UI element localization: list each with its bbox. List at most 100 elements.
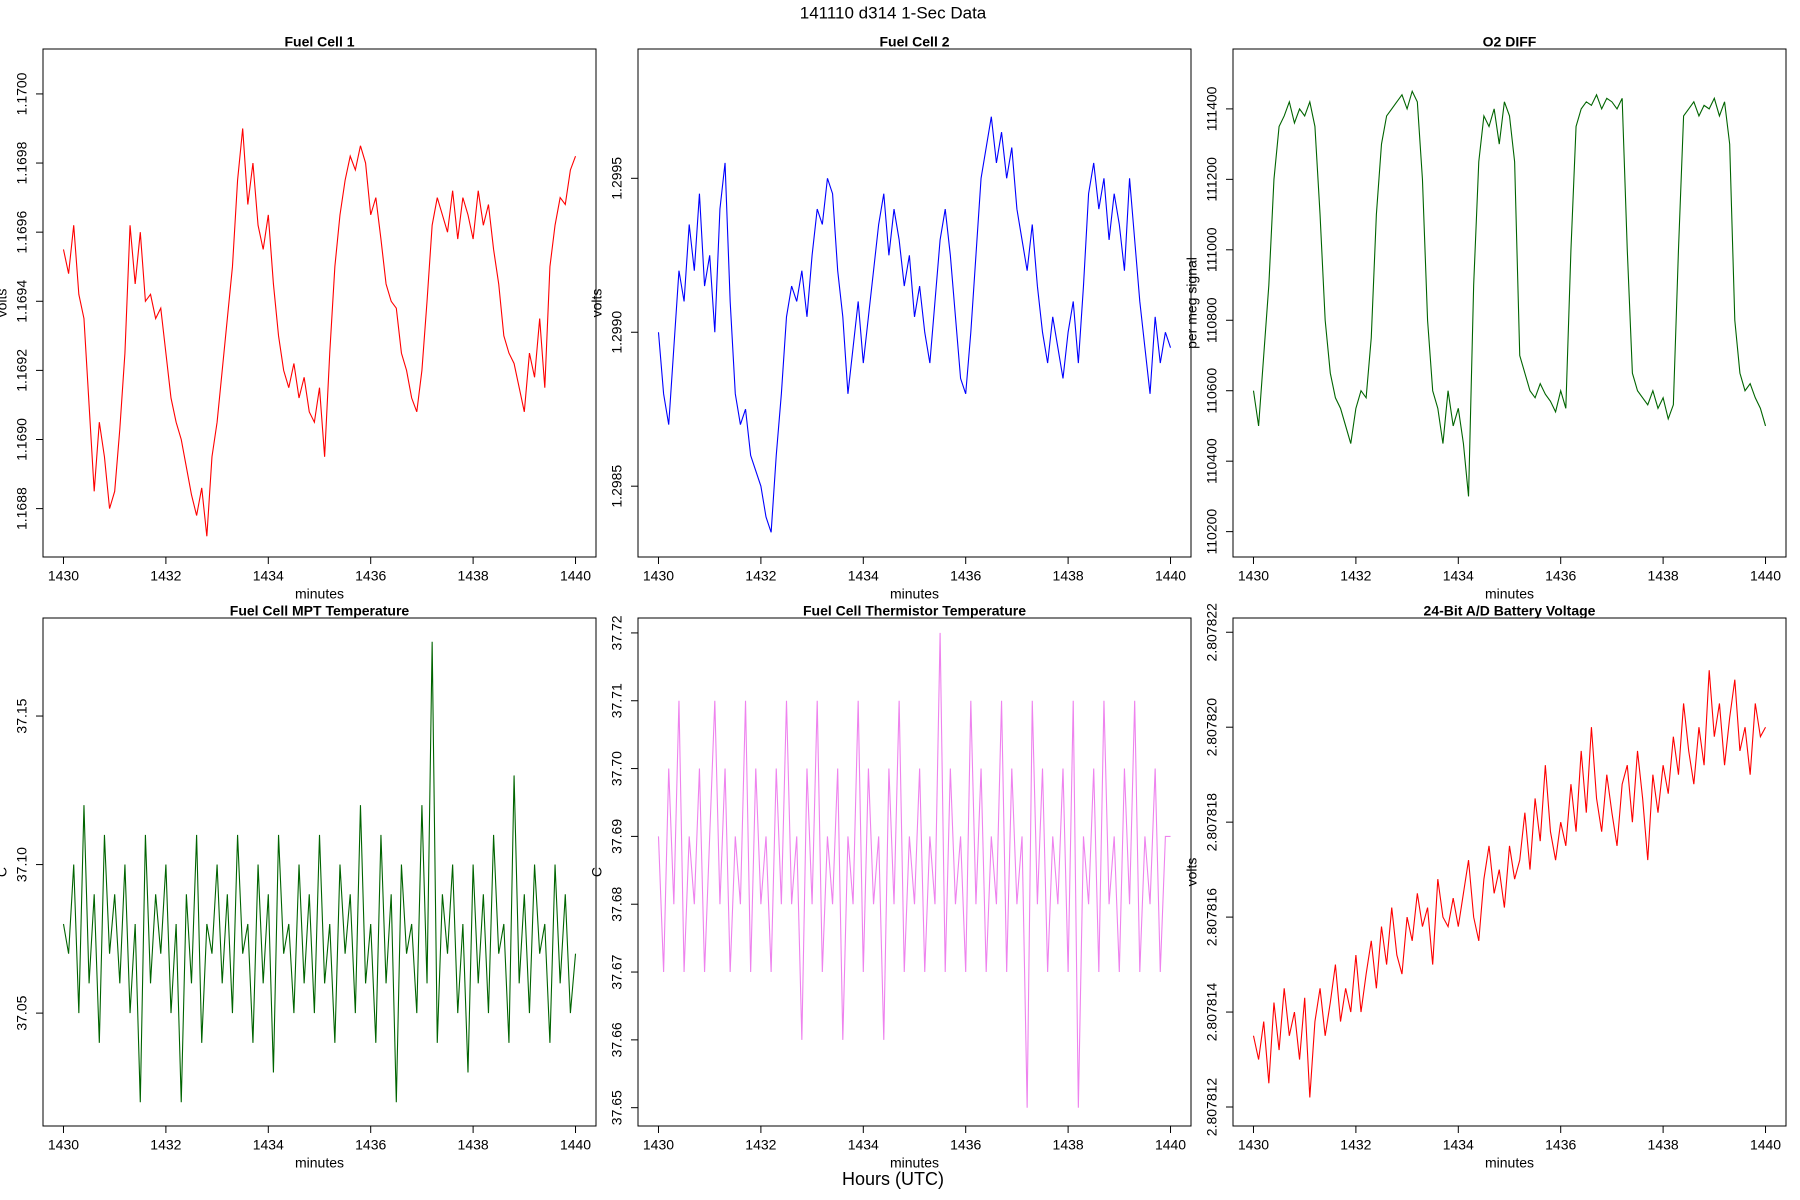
x-tick-label: 1438 (1053, 568, 1084, 584)
x-tick-label: 1436 (355, 1137, 386, 1153)
y-tick-label: 2.807822 (1204, 603, 1220, 662)
y-tick-label: 1.1692 (14, 349, 30, 392)
y-tick-label: 2.807812 (1204, 1078, 1220, 1137)
plot-frame (637, 617, 1192, 1127)
x-tick-label: 1436 (1545, 1137, 1576, 1153)
y-tick-label: 1.1696 (14, 211, 30, 254)
x-tick-label: 1430 (643, 1137, 674, 1153)
data-line (1252, 670, 1767, 1098)
y-axis-label: volts (1184, 858, 1200, 887)
x-tick-label: 1436 (950, 1137, 981, 1153)
data-line (657, 116, 1172, 533)
x-tick-label: 1440 (560, 1137, 591, 1153)
y-tick-label: 2.807818 (1204, 793, 1220, 852)
y-tick-label: 110400 (1204, 438, 1220, 484)
plot-frame (637, 48, 1192, 558)
x-tick-label: 1432 (150, 568, 181, 584)
y-tick-label: 2.807814 (1204, 983, 1220, 1042)
y-tick-label: 37.05 (14, 995, 30, 1030)
x-tick-label: 1436 (950, 568, 981, 584)
y-tick-label: 110800 (1204, 297, 1220, 343)
y-tick-label: 37.66 (609, 1022, 625, 1057)
y-tick-label: 111000 (1204, 227, 1220, 272)
x-axis-label: minutes (1485, 586, 1534, 602)
x-axis-label: minutes (890, 586, 939, 602)
x-tick-label: 1434 (253, 1137, 284, 1153)
data-line (1252, 89, 1767, 497)
y-axis-label: C (0, 867, 10, 877)
y-tick-label: 111200 (1204, 157, 1220, 202)
x-tick-label: 1440 (1155, 568, 1186, 584)
x-tick-label: 1432 (745, 568, 776, 584)
x-tick-label: 1434 (848, 568, 879, 584)
global-x-label: Hours (UTC) (842, 1169, 944, 1189)
y-tick-label: 110200 (1204, 509, 1220, 555)
y-tick-label: 37.65 (609, 1090, 625, 1125)
y-tick-label: 2.807820 (1204, 698, 1220, 757)
y-tick-label: 1.2990 (609, 311, 625, 354)
x-tick-label: 1436 (1545, 568, 1576, 584)
y-tick-label: 2.807816 (1204, 888, 1220, 947)
data-line (657, 632, 1171, 1108)
x-tick-label: 1430 (1238, 568, 1269, 584)
x-axis-label: minutes (295, 1155, 344, 1171)
page-title: 141110 d314 1-Sec Data (800, 3, 987, 22)
x-tick-label: 1430 (48, 568, 79, 584)
plot-frame (42, 48, 597, 558)
y-tick-label: 1.2995 (609, 157, 625, 200)
y-tick-label: 37.68 (609, 886, 625, 921)
x-tick-label: 1438 (458, 1137, 489, 1153)
x-tick-label: 1440 (1155, 1137, 1186, 1153)
y-tick-label: 110600 (1204, 368, 1220, 414)
x-axis-label: minutes (1485, 1155, 1534, 1171)
x-tick-label: 1430 (1238, 1137, 1269, 1153)
plot-frame (1232, 617, 1787, 1127)
plot-frame (1232, 48, 1787, 558)
y-tick-label: 37.15 (14, 698, 30, 733)
x-tick-label: 1432 (745, 1137, 776, 1153)
x-tick-label: 1440 (1750, 1137, 1781, 1153)
y-tick-label: 37.10 (14, 847, 30, 882)
y-tick-label: 37.67 (609, 954, 625, 989)
panel-title: Fuel Cell Thermistor Temperature (803, 603, 1026, 619)
data-line (62, 641, 577, 1103)
y-tick-label: 37.69 (609, 819, 625, 854)
y-tick-label: 37.70 (609, 751, 625, 786)
x-tick-label: 1436 (355, 568, 386, 584)
y-tick-label: 1.1688 (14, 487, 30, 530)
panel-title: O2 DIFF (1483, 34, 1537, 50)
y-axis-label: per meg signal (1184, 257, 1200, 349)
y-tick-label: 37.72 (609, 615, 625, 650)
x-tick-label: 1438 (458, 568, 489, 584)
x-tick-label: 1430 (48, 1137, 79, 1153)
x-tick-label: 1432 (1340, 1137, 1371, 1153)
data-line (62, 128, 577, 537)
x-tick-label: 1434 (1443, 568, 1474, 584)
y-axis-label: C (589, 867, 605, 877)
x-tick-label: 1440 (1750, 568, 1781, 584)
plot-frame (42, 617, 597, 1127)
panel-title: Fuel Cell 1 (284, 34, 354, 50)
x-tick-label: 1432 (1340, 568, 1371, 584)
x-tick-label: 1438 (1648, 568, 1679, 584)
panel-title: 24-Bit A/D Battery Voltage (1424, 603, 1596, 619)
x-axis-label: minutes (890, 1155, 939, 1171)
x-tick-label: 1438 (1648, 1137, 1679, 1153)
y-tick-label: 1.1690 (14, 418, 30, 461)
y-tick-label: 1.2985 (609, 465, 625, 508)
y-tick-label: 111400 (1204, 86, 1220, 131)
x-tick-label: 1440 (560, 568, 591, 584)
x-tick-label: 1434 (253, 568, 284, 584)
y-axis-label: volts (589, 289, 605, 318)
x-tick-label: 1432 (150, 1137, 181, 1153)
x-tick-label: 1430 (643, 568, 674, 584)
x-tick-label: 1434 (1443, 1137, 1474, 1153)
x-axis-label: minutes (295, 586, 344, 602)
panel-title: Fuel Cell 2 (879, 34, 949, 50)
y-tick-label: 1.1700 (14, 72, 30, 115)
x-tick-label: 1434 (848, 1137, 879, 1153)
y-tick-label: 37.71 (609, 683, 625, 718)
panel-title: Fuel Cell MPT Temperature (230, 603, 410, 619)
x-tick-label: 1438 (1053, 1137, 1084, 1153)
